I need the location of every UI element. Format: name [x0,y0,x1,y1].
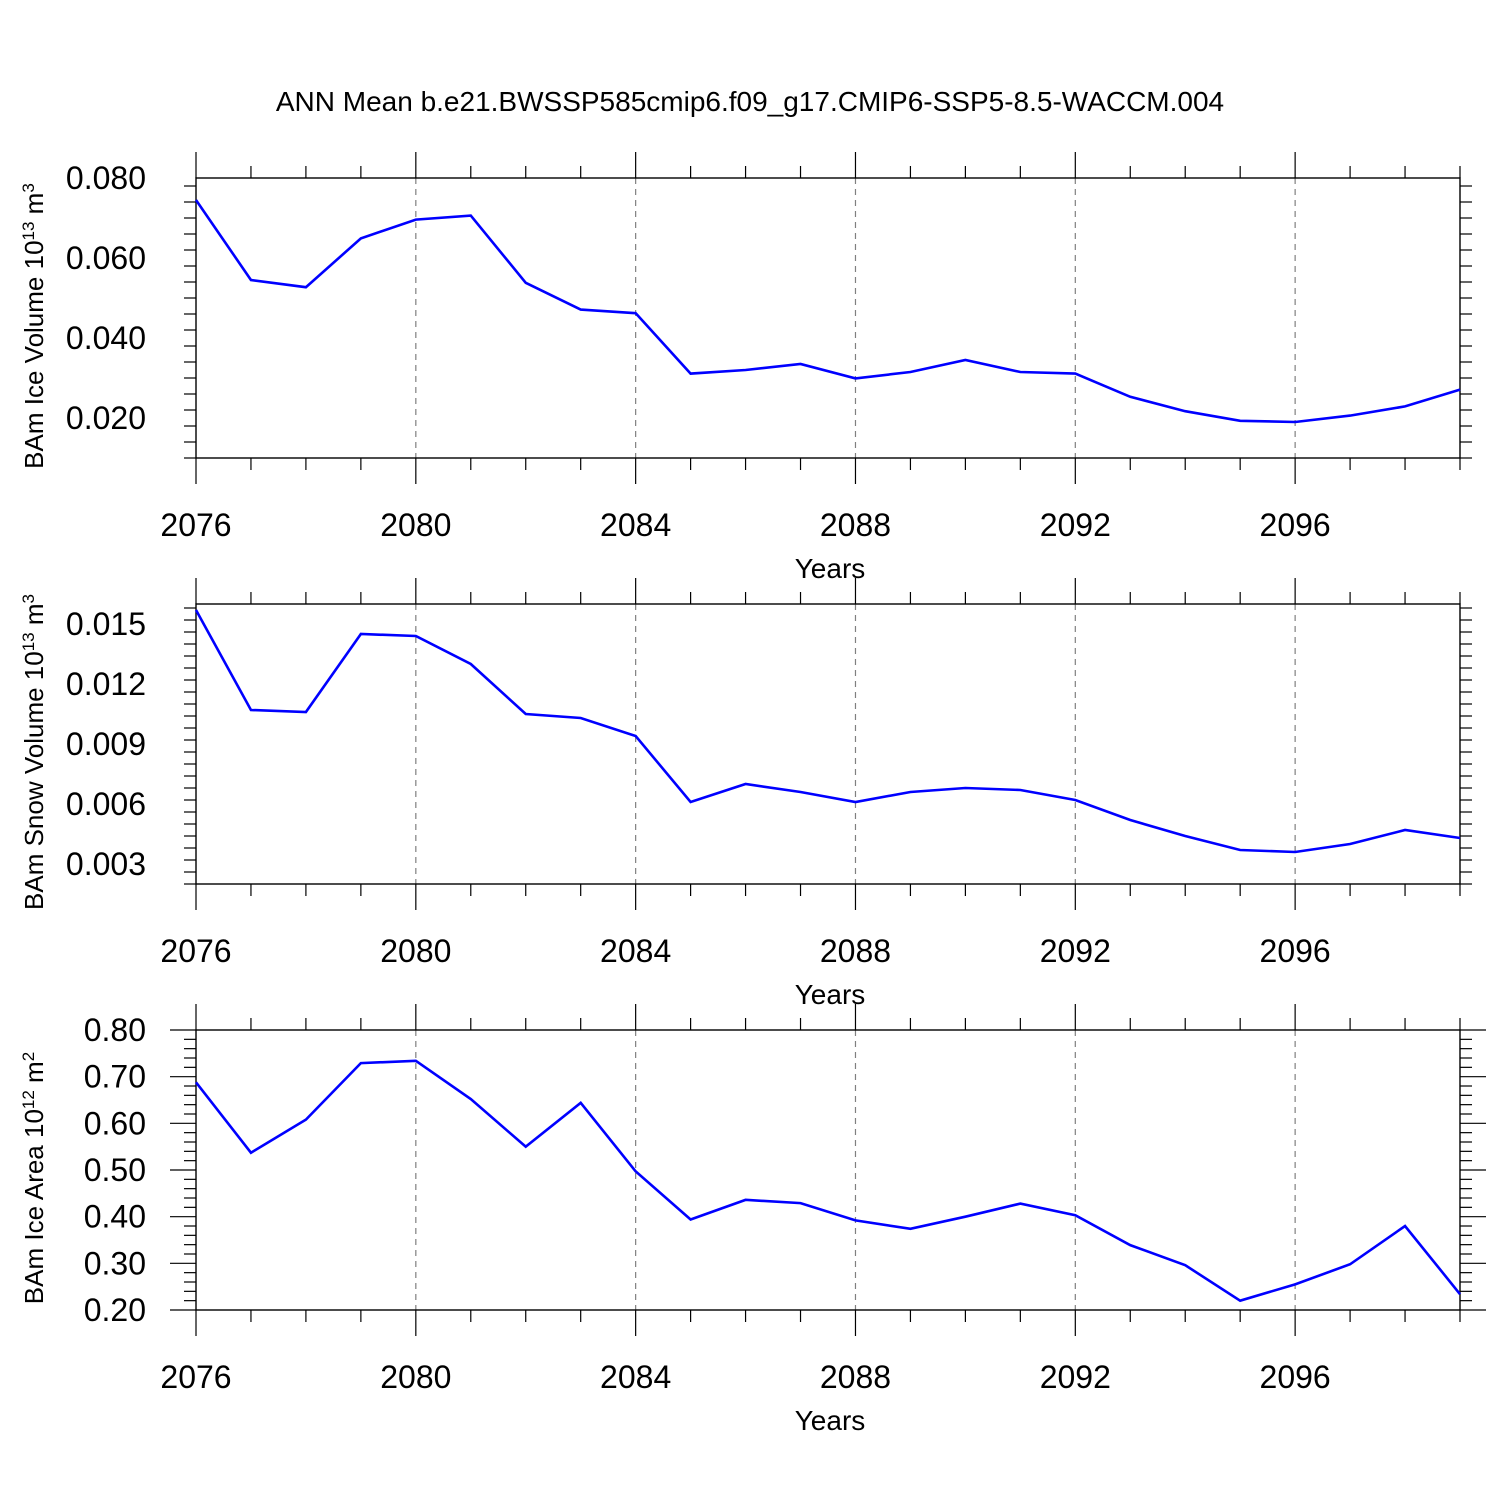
y-axis-label-superscript: 13 [19,222,38,241]
y-axis-label-text: BAm Ice Volume 10 [19,240,49,468]
y-axis-label: BAm Ice Volume 1013 m3 [19,183,49,469]
x-tick-label: 2076 [160,933,231,969]
y-tick-label: 0.70 [84,1059,146,1095]
x-tick-label: 2080 [380,933,451,969]
y-tick-label: 0.003 [66,846,146,882]
y-tick-label: 0.40 [84,1199,146,1235]
plot-frame [195,1029,1461,1311]
y-axis-label-text: m [19,1061,49,1090]
x-axis-label: Years [795,1405,866,1436]
x-tick-label: 2096 [1260,507,1331,543]
y-tick-label: 0.020 [66,400,146,436]
y-tick-label: 0.015 [66,606,146,642]
x-axis-label: Years [795,553,866,584]
y-axis-label-superscript: 13 [19,632,38,651]
y-tick-label: 0.080 [66,160,146,196]
chart-panel-3: 0.20 0.30 0.40 0.50 0.60 0.70 0.80 2076 2080 2084… [19,1004,1486,1436]
y-tick-label: 0.60 [84,1105,146,1141]
series-line [194,199,1461,424]
x-tick-label: 2084 [600,933,671,969]
y-tick-label: 0.80 [84,1012,146,1048]
x-tick-label: 2080 [380,1359,451,1395]
y-axis-label-text: m [19,603,49,632]
y-tick-label: 0.060 [66,240,146,276]
x-tick-label: 2092 [1040,507,1111,543]
y-axis-label-superscript: 3 [19,594,38,603]
y-tick-label: 0.009 [66,726,146,762]
x-tick-label: 2096 [1260,933,1331,969]
figure-title: ANN Mean b.e21.BWSSP585cmip6.f09_g17.CMI… [275,86,1225,117]
y-axis-label: BAm Snow Volume 1013 m3 [19,594,49,910]
y-axis-label-text: m [19,193,49,222]
y-tick-label: 0.012 [66,666,146,702]
plot-frame [195,603,1461,885]
y-axis-label-superscript: 3 [19,183,38,192]
x-tick-label: 2088 [820,507,891,543]
x-tick-label: 2096 [1260,1359,1331,1395]
series-line [194,609,1461,854]
y-tick-label: 0.006 [66,786,146,822]
chart-panel-2: 0.003 0.006 0.009 0.012 0.015 2076 2080 2084 208… [19,578,1472,1010]
x-tick-label: 2092 [1040,1359,1111,1395]
y-axis-label: BAm Ice Area 1012 m2 [19,1052,49,1304]
x-tick-label: 2080 [380,507,451,543]
y-axis-label-text: BAm Snow Volume 10 [19,651,49,910]
x-tick-label: 2088 [820,1359,891,1395]
y-tick-label: 0.30 [84,1245,146,1281]
x-tick-label: 2088 [820,933,891,969]
x-tick-label: 2076 [160,507,231,543]
y-tick-label: 0.040 [66,320,146,356]
series-line [194,1059,1462,1303]
y-axis-label-text: BAm Ice Area 10 [19,1109,49,1304]
plot-frame [195,177,1461,459]
y-axis-label-superscript: 12 [19,1090,38,1109]
x-tick-label: 2092 [1040,933,1111,969]
chart-panel-1: 0.020 0.040 0.060 0.080 2076 2080 2084 2088 2092… [19,152,1472,584]
y-axis-label-superscript: 2 [19,1052,38,1061]
x-tick-label: 2084 [600,1359,671,1395]
y-tick-label: 0.20 [84,1292,146,1328]
x-tick-label: 2076 [160,1359,231,1395]
x-tick-label: 2084 [600,507,671,543]
x-axis-label: Years [795,979,866,1010]
y-tick-label: 0.50 [84,1152,146,1188]
